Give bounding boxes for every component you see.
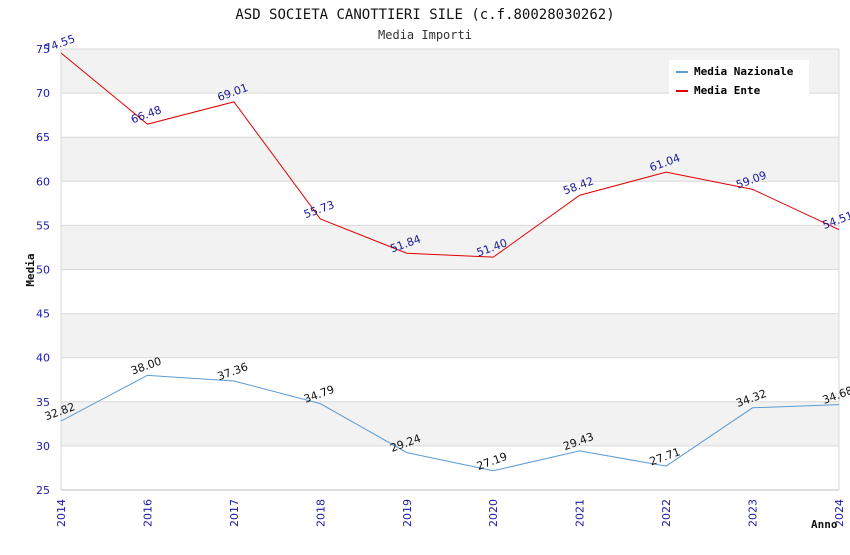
x-axis-ticks: 2014 2016 2017 2018 2019 2020 2021 2022 2023 2024: [55, 499, 846, 527]
chart-subtitle: Media Importi: [378, 28, 472, 42]
y-tick-label: 45: [36, 308, 50, 321]
y-tick-label: 55: [36, 219, 50, 232]
legend-box: [669, 60, 809, 98]
y-tick-label: 30: [36, 440, 50, 453]
y-axis-ticks: 25 30 35 40 45 50 55 60 65 70 75: [36, 43, 50, 497]
plot-bands: [61, 49, 839, 446]
x-tick-label: 2024: [833, 499, 846, 527]
plot-band: [61, 225, 839, 270]
y-axis-label: Media: [24, 253, 37, 286]
y-tick-label: 25: [36, 484, 50, 497]
plot-band: [61, 313, 839, 358]
series-line-media-ente: [60, 52, 840, 258]
y-tick-label: 60: [36, 175, 50, 188]
x-tick-label: 2019: [401, 499, 414, 527]
x-tick-label: 2023: [747, 499, 760, 527]
plot-band: [61, 137, 839, 182]
y-tick-label: 70: [36, 87, 50, 100]
x-tick-label: 2018: [314, 499, 327, 527]
series-line-media-nazionale: [60, 374, 840, 472]
legend-label-media-ente: Media Ente: [694, 84, 761, 97]
data-label: 27.71: [648, 445, 682, 468]
x-tick-label: 2020: [487, 499, 500, 527]
plot-band: [61, 401, 839, 446]
data-label: 37.36: [216, 360, 250, 383]
legend: Media Nazionale Media Ente: [669, 60, 809, 98]
y-tick-label: 50: [36, 264, 50, 277]
x-tick-label: 2014: [55, 499, 68, 527]
data-label: 27.19: [475, 450, 509, 473]
legend-label-media-nazionale: Media Nazionale: [694, 65, 794, 78]
y-tick-label: 75: [36, 43, 50, 56]
y-tick-label: 35: [36, 396, 50, 409]
x-axis-label: Anno: [811, 518, 838, 531]
y-tick-label: 40: [36, 352, 50, 365]
x-tick-label: 2022: [660, 499, 673, 527]
y-tick-label: 65: [36, 131, 50, 144]
series-layer: [60, 52, 840, 472]
chart-title: ASD SOCIETA CANOTTIERI SILE (c.f.8002803…: [235, 7, 614, 23]
x-tick-label: 2016: [141, 499, 154, 527]
x-tick-label: 2021: [574, 499, 587, 527]
x-tick-label: 2017: [228, 499, 241, 527]
